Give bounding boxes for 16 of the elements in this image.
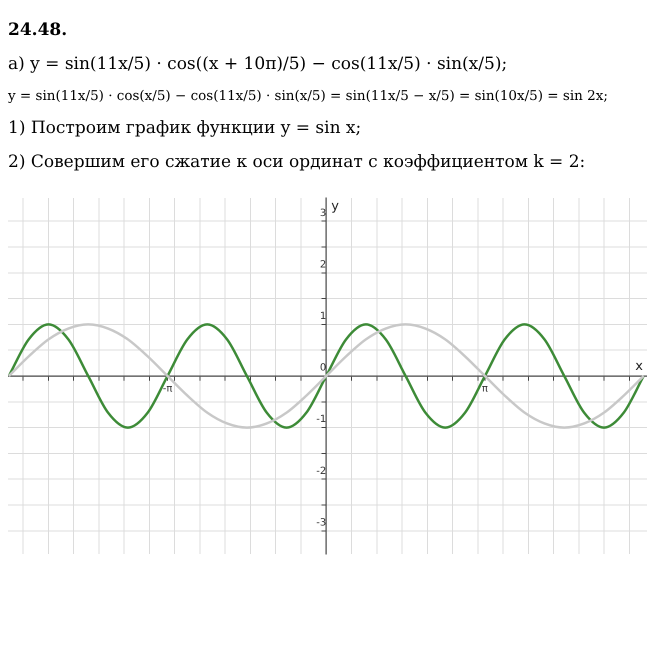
y-tick-label: 1: [320, 311, 326, 322]
y-tick-label: -2: [316, 466, 326, 477]
y-tick-label: -1: [316, 414, 326, 426]
y-tick-label: 2: [320, 259, 326, 270]
y-tick-label: -3: [316, 517, 326, 528]
chart-title: 24.48.: [8, 20, 68, 40]
y-tick-label: 3: [320, 208, 326, 219]
x-axis-title: x: [635, 358, 644, 374]
x-tick-label: -π: [162, 384, 172, 395]
text: y = sin(11x/5) · cos(x/5) − cos(11x/5) · sin(x/5) = sin(11x/5 − x/5) = sin(10x/5) = sin 2x;: [8, 88, 609, 104]
x-tick-label: π: [482, 384, 488, 395]
y-tick-label: 0: [320, 362, 326, 374]
text: а) y = sin(11x/5) · cos((x + 10π)/5) − cos(11x/5) · sin(x/5);: [8, 54, 508, 74]
text: 2) Совершим его сжатие к оси ординат с коэффициентом k = 2:: [8, 152, 586, 172]
y-axis-title: y: [331, 198, 340, 214]
text: 1) Построим график функции y = sin x;: [8, 118, 362, 138]
